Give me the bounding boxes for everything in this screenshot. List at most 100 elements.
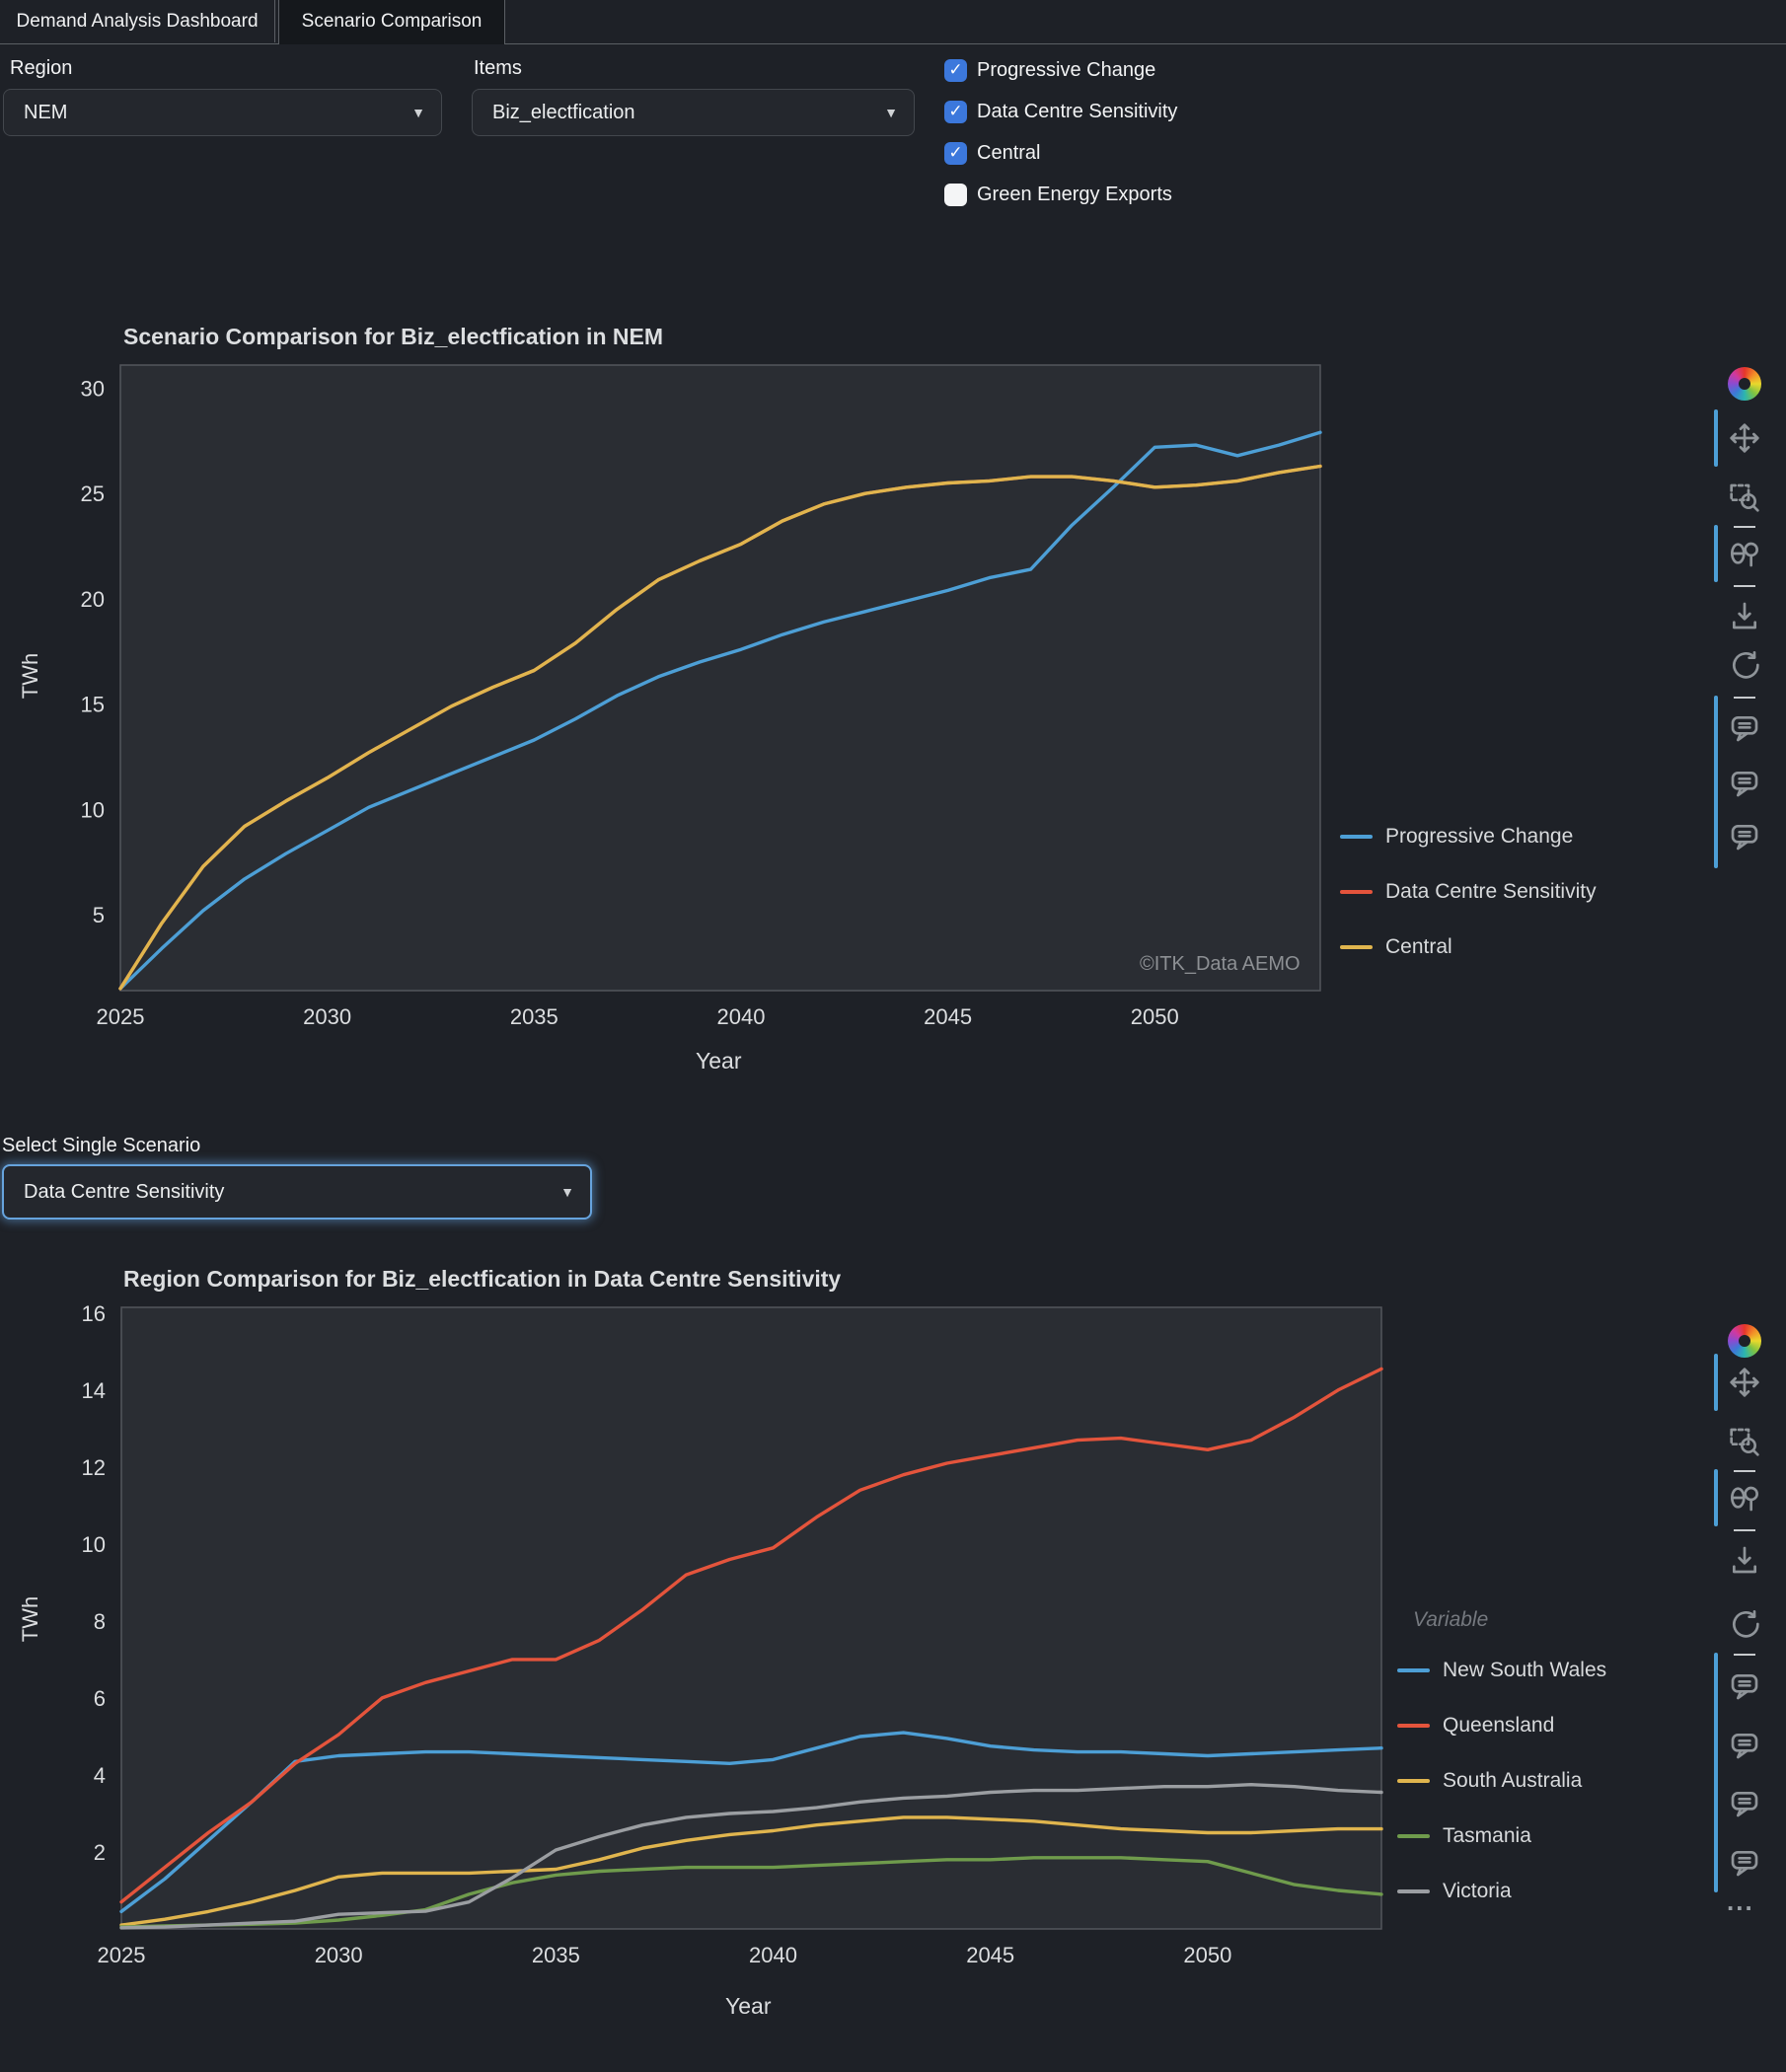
comment-icon[interactable] <box>1729 821 1760 852</box>
x-tick-label: 2035 <box>532 1943 580 1967</box>
plotly-logo-icon[interactable] <box>1728 1324 1761 1358</box>
box-zoom-icon[interactable] <box>1729 481 1760 513</box>
tab-scenario-comparison[interactable]: Scenario Comparison <box>278 0 505 44</box>
checkbox-label[interactable]: Green Energy Exports <box>977 183 1172 205</box>
checkbox-label[interactable]: Progressive Change <box>977 58 1156 81</box>
legend-item-victoria[interactable]: Victoria <box>1397 1880 1512 1903</box>
download-icon[interactable] <box>1729 600 1760 631</box>
modebar-separator <box>1734 697 1755 699</box>
chart1-y-axis-title: TWh <box>18 652 43 700</box>
plot-area[interactable] <box>120 1306 1382 1930</box>
legend-item-queensland[interactable]: Queensland <box>1397 1714 1554 1738</box>
y-tick-label: 6 <box>94 1686 106 1711</box>
legend-swatch <box>1397 1834 1430 1838</box>
checkbox-row-progressive-change: ✓ Progressive Change <box>944 57 1155 83</box>
single-scenario-dropdown[interactable]: Data Centre Sensitivity ▼ <box>2 1164 592 1220</box>
download-icon[interactable] <box>1729 1544 1760 1576</box>
checkbox-row-data-centre-sensitivity: ✓ Data Centre Sensitivity <box>944 99 1177 124</box>
x-tick-label: 2025 <box>98 1943 146 1967</box>
series-line-victoria[interactable] <box>119 1782 1383 1930</box>
series-line-queensland[interactable] <box>119 1367 1383 1904</box>
legend-item-tasmania[interactable]: Tasmania <box>1397 1824 1531 1848</box>
compare-hover-icon[interactable] <box>1729 538 1760 569</box>
legend-title: Variable <box>1413 1608 1489 1631</box>
modebar-more-icon[interactable]: ... <box>1727 1887 1754 1916</box>
legend-item-data-centre-sensitivity[interactable]: Data Centre Sensitivity <box>1340 880 1597 904</box>
modebar-separator <box>1734 1470 1755 1472</box>
comment-icon[interactable] <box>1729 1670 1760 1702</box>
checkbox-central[interactable]: ✓ <box>944 141 967 165</box>
chart1-x-axis-title: Year <box>696 1048 742 1073</box>
chart1-title: Scenario Comparison for Biz_electficatio… <box>123 324 663 349</box>
compare-hover-icon[interactable] <box>1729 1482 1760 1514</box>
comment-icon[interactable] <box>1729 1730 1760 1761</box>
comment-icon[interactable] <box>1729 1788 1760 1819</box>
pan-icon[interactable] <box>1729 422 1760 454</box>
reset-axes-icon[interactable] <box>1729 1608 1760 1640</box>
pan-icon[interactable] <box>1729 1367 1760 1398</box>
x-tick-label: 2030 <box>315 1943 363 1967</box>
region-dropdown[interactable]: NEM ▼ <box>3 89 442 136</box>
legend-swatch <box>1397 1779 1430 1783</box>
reset-axes-icon[interactable] <box>1729 649 1760 681</box>
checkbox-progressive-change[interactable]: ✓ <box>944 58 967 82</box>
legend-swatch <box>1397 1668 1430 1672</box>
y-tick-label: 12 <box>82 1455 106 1480</box>
comment-icon[interactable] <box>1729 712 1760 744</box>
legend-item-south-australia[interactable]: South Australia <box>1397 1769 1582 1793</box>
y-tick-label: 10 <box>82 1532 106 1557</box>
checkbox-row-central: ✓ Central <box>944 140 1040 166</box>
chart2-x-axis-title: Year <box>725 1993 772 2019</box>
box-zoom-icon[interactable] <box>1729 1426 1760 1457</box>
watermark: ©ITK_Data AEMO <box>1140 953 1301 975</box>
comment-icon[interactable] <box>1729 768 1760 799</box>
items-dropdown[interactable]: Biz_electfication ▼ <box>472 89 915 136</box>
modebar-separator <box>1734 585 1755 587</box>
series-line-tasmania[interactable] <box>119 1856 1383 1929</box>
modebar-active-indicator <box>1714 1354 1718 1411</box>
checkbox-row-green-energy-exports: ✓ Green Energy Exports <box>944 182 1172 207</box>
legend-swatch <box>1340 835 1373 839</box>
x-tick-label: 2040 <box>749 1943 797 1967</box>
items-label: Items <box>474 57 522 79</box>
modebar-active-indicator <box>1714 1469 1718 1526</box>
region-label: Region <box>10 57 73 79</box>
y-tick-label: 4 <box>94 1763 106 1788</box>
legend-swatch <box>1340 890 1373 894</box>
chevron-down-icon: ▼ <box>884 105 898 120</box>
y-tick-label: 5 <box>93 903 105 927</box>
y-tick-label: 16 <box>82 1301 106 1326</box>
x-tick-label: 2040 <box>716 1004 765 1029</box>
tab-bar: Demand Analysis Dashboard Scenario Compa… <box>0 0 1786 44</box>
y-tick-label: 30 <box>81 376 105 401</box>
plot-area[interactable] <box>119 364 1321 992</box>
series-line-new-south-wales[interactable] <box>119 1731 1383 1914</box>
modebar-active-indicator <box>1714 409 1718 467</box>
x-tick-label: 2045 <box>924 1004 972 1029</box>
modebar-active-indicator <box>1714 1653 1718 1892</box>
modebar-separator <box>1734 1654 1755 1656</box>
plotly-logo-icon[interactable] <box>1728 367 1761 401</box>
y-tick-label: 15 <box>81 693 105 717</box>
legend-item-new-south-wales[interactable]: New South Wales <box>1397 1659 1606 1682</box>
checkbox-data-centre-sensitivity[interactable]: ✓ <box>944 100 967 123</box>
legend-item-central[interactable]: Central <box>1340 935 1452 959</box>
legend-swatch <box>1397 1889 1430 1893</box>
checkbox-label[interactable]: Central <box>977 141 1041 164</box>
comment-icon[interactable] <box>1729 1847 1760 1879</box>
region-dropdown-value: NEM <box>24 101 68 123</box>
chart2-y-axis-title: TWh <box>18 1595 43 1643</box>
tab-demand-analysis-dashboard[interactable]: Demand Analysis Dashboard <box>0 0 275 42</box>
items-dropdown-value: Biz_electfication <box>492 101 635 123</box>
y-tick-label: 10 <box>81 797 105 822</box>
x-tick-label: 2045 <box>966 1943 1014 1967</box>
modebar-separator <box>1734 1529 1755 1531</box>
checkbox-green-energy-exports[interactable]: ✓ <box>944 183 967 206</box>
legend-item-progressive-change[interactable]: Progressive Change <box>1340 825 1573 849</box>
series-line-central[interactable] <box>118 464 1322 991</box>
series-line-south-australia[interactable] <box>119 1815 1383 1927</box>
legend-swatch <box>1340 945 1373 949</box>
checkbox-label[interactable]: Data Centre Sensitivity <box>977 100 1178 122</box>
x-tick-label: 2035 <box>510 1004 558 1029</box>
y-tick-label: 2 <box>94 1840 106 1865</box>
